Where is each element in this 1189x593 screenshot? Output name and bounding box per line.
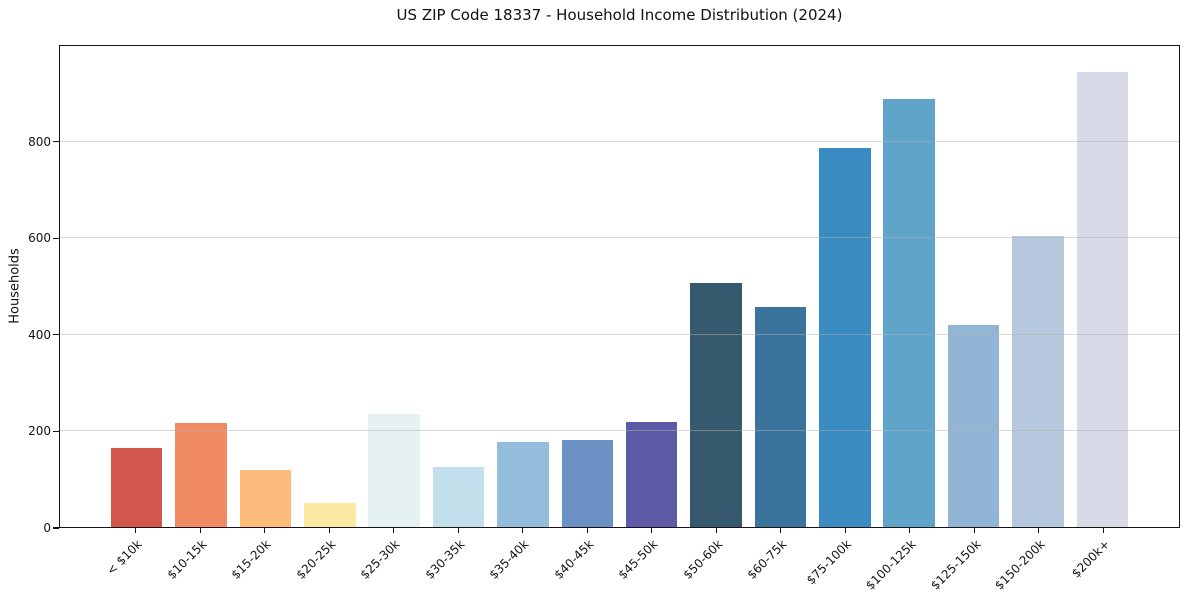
y-tick-mark <box>53 430 59 433</box>
bar <box>883 99 935 527</box>
y-tick-mark <box>53 140 59 143</box>
y-tick-label: 800 <box>28 134 51 149</box>
x-tick-mark <box>909 528 911 533</box>
chart-title: US ZIP Code 18337 - Household Income Dis… <box>396 6 843 24</box>
y-tick-label: 600 <box>28 231 51 246</box>
bar <box>947 324 1000 527</box>
x-tick-mark <box>135 528 137 533</box>
x-tick-mark <box>1102 528 1104 533</box>
y-tick-mark <box>53 237 59 239</box>
bar <box>690 283 742 527</box>
gridline <box>60 237 1179 239</box>
bar <box>432 467 485 527</box>
y-tick-label: 0 <box>43 521 51 535</box>
x-tick-mark <box>328 528 330 533</box>
x-tick-mark <box>1038 528 1040 533</box>
y-tick-mark <box>53 334 59 336</box>
bar <box>368 413 420 527</box>
x-tick-mark <box>264 528 266 533</box>
bar <box>561 439 614 527</box>
bar <box>819 148 871 527</box>
x-tick-mark <box>199 528 201 533</box>
plot-area <box>59 45 1180 528</box>
x-tick-mark <box>973 528 975 533</box>
gridline <box>60 141 1179 143</box>
bar <box>1012 236 1064 527</box>
x-tick-mark <box>457 528 459 533</box>
y-tick-mark <box>53 527 59 529</box>
bar <box>239 469 292 527</box>
x-tick-mark <box>522 528 524 533</box>
x-tick-mark <box>844 528 846 533</box>
y-axis-label: Households <box>7 248 23 324</box>
bar <box>754 307 807 527</box>
gridline <box>60 333 1179 335</box>
gridline <box>60 429 1179 431</box>
x-tick-mark <box>715 528 717 533</box>
bar <box>625 422 678 527</box>
x-tick-mark <box>780 528 782 533</box>
bar <box>175 422 227 527</box>
bar <box>304 503 356 527</box>
bar <box>1076 71 1129 527</box>
y-tick-label: 400 <box>28 327 51 342</box>
x-tick-mark <box>651 528 653 533</box>
bar <box>497 441 549 527</box>
bar <box>110 447 163 527</box>
y-tick-label: 200 <box>28 424 51 439</box>
x-tick-mark <box>393 528 395 533</box>
x-tick-mark <box>586 528 588 533</box>
